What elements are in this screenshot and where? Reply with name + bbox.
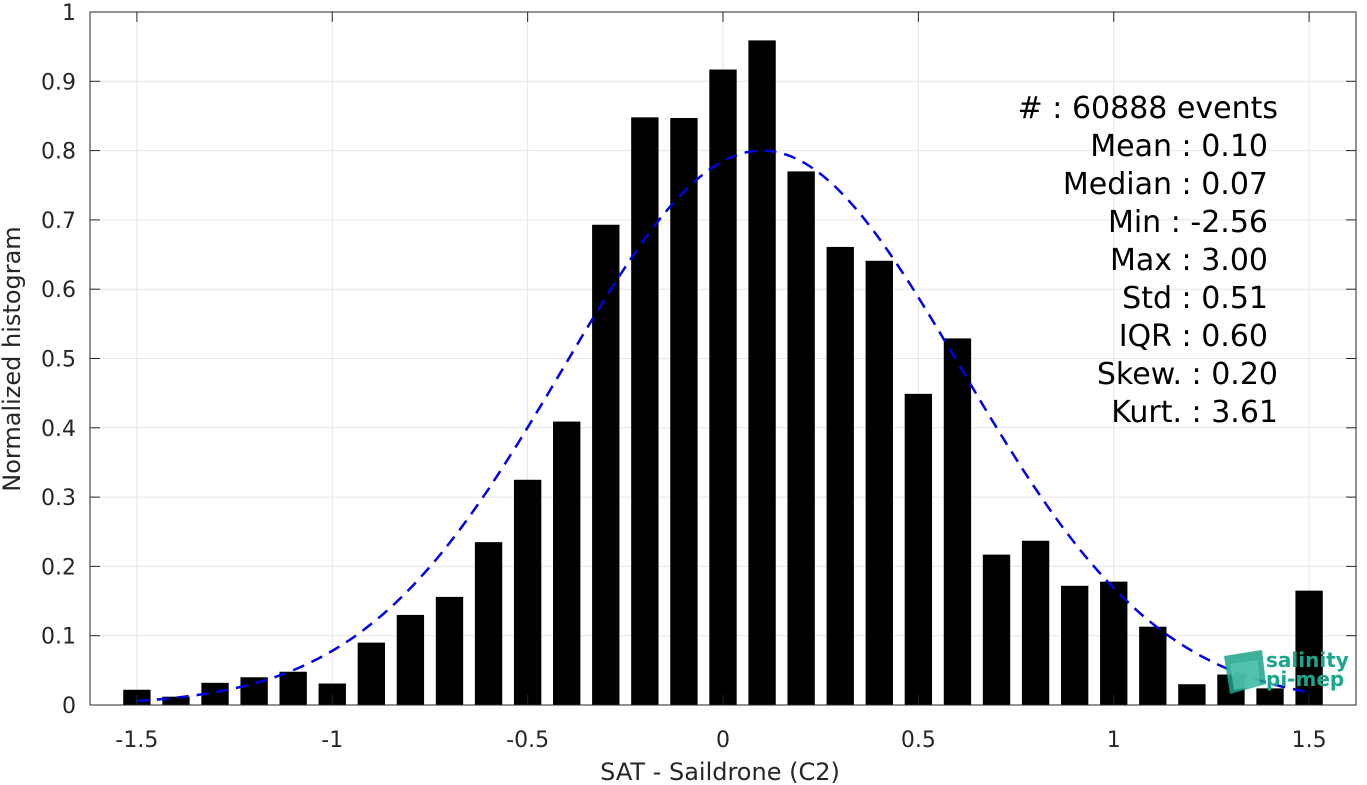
- stat-line: Median : 0.07: [1063, 167, 1268, 202]
- histogram-bar: [748, 40, 776, 705]
- histogram-bar: [1295, 590, 1323, 705]
- histogram-bar: [318, 683, 346, 705]
- histogram-bar: [1060, 585, 1089, 705]
- histogram-bar: [474, 542, 503, 705]
- x-axis-label: SAT - Saildrone (C2): [600, 758, 840, 785]
- histogram-bar: [670, 118, 698, 706]
- y-tick-label: 0.8: [41, 140, 76, 165]
- fit-curve: [136, 149, 1310, 703]
- histogram-bar: [1178, 684, 1206, 705]
- x-tick-label: 1: [1107, 728, 1121, 753]
- histogram-bar: [904, 393, 933, 705]
- x-tick-label: -1.5: [115, 728, 158, 753]
- stat-line: IQR : 0.60: [1119, 319, 1268, 354]
- y-tick-label: 0.3: [41, 486, 76, 511]
- histogram-bar: [396, 614, 425, 705]
- stat-line: Std : 0.51: [1122, 281, 1268, 316]
- stat-line: Min : -2.56: [1108, 205, 1268, 240]
- x-tick-label: 0.5: [901, 728, 936, 753]
- logo-line2: pi-mep: [1266, 667, 1344, 691]
- y-tick-label: 0: [62, 694, 76, 719]
- y-axis-label: Normalized histogram: [0, 226, 26, 491]
- y-tick-label: 1: [62, 1, 76, 26]
- histogram-bar: [357, 642, 386, 705]
- histogram-bar: [201, 682, 229, 705]
- histogram-bar: [709, 69, 737, 706]
- histogram-bar: [279, 671, 307, 705]
- histogram-bar: [787, 171, 815, 705]
- tick-marks: [90, 11, 1356, 706]
- x-tick-labels: -1.5 -1 -0.5 0 0.5 1 1.5: [115, 728, 1326, 753]
- y-tick-label: 0.6: [41, 278, 76, 303]
- salinity-pi-mep-logo: salinity pi-mep: [1224, 648, 1349, 694]
- histogram-bar: [1021, 540, 1050, 705]
- histogram-bar: [631, 117, 659, 705]
- histogram-bar: [1100, 581, 1128, 705]
- histogram-bar: [1256, 688, 1284, 705]
- logo-shape-icon: [1230, 660, 1260, 690]
- stat-line: Max : 3.00: [1110, 243, 1268, 278]
- x-tick-label: -0.5: [506, 728, 549, 753]
- logo-line1: salinity: [1266, 648, 1349, 672]
- x-tick-label: 1.5: [1292, 728, 1327, 753]
- histogram-bar: [435, 596, 464, 705]
- y-tick-label: 0.4: [41, 417, 76, 442]
- histogram-bars: [123, 40, 1323, 706]
- histogram-bar: [943, 338, 972, 705]
- histogram-bar: [982, 554, 1011, 705]
- y-tick-label: 0.2: [41, 555, 76, 580]
- histogram-bar: [513, 479, 542, 705]
- histogram-bar: [865, 260, 893, 705]
- stat-line: # : 60888 events: [1018, 91, 1278, 126]
- histogram-bar: [1139, 626, 1167, 705]
- x-tick-label: -1: [321, 728, 343, 753]
- stat-line: Mean : 0.10: [1090, 129, 1268, 164]
- stat-line: Kurt. : 3.61: [1111, 395, 1278, 430]
- stat-line: Skew. : 0.20: [1097, 357, 1278, 392]
- x-tick-label: 0: [716, 728, 730, 753]
- histogram-bar: [162, 696, 190, 705]
- histogram-bar: [826, 246, 854, 705]
- histogram-bar: [592, 224, 620, 705]
- y-tick-label: 0.5: [41, 348, 76, 373]
- y-tick-label: 0.7: [41, 209, 76, 234]
- y-tick-label: 0.1: [41, 625, 76, 650]
- y-tick-labels: 0 0.1 0.2 0.3 0.4 0.5 0.6 0.7 0.8 0.9 1: [41, 1, 76, 719]
- histogram-bar: [553, 421, 581, 705]
- y-tick-label: 0.9: [41, 70, 76, 95]
